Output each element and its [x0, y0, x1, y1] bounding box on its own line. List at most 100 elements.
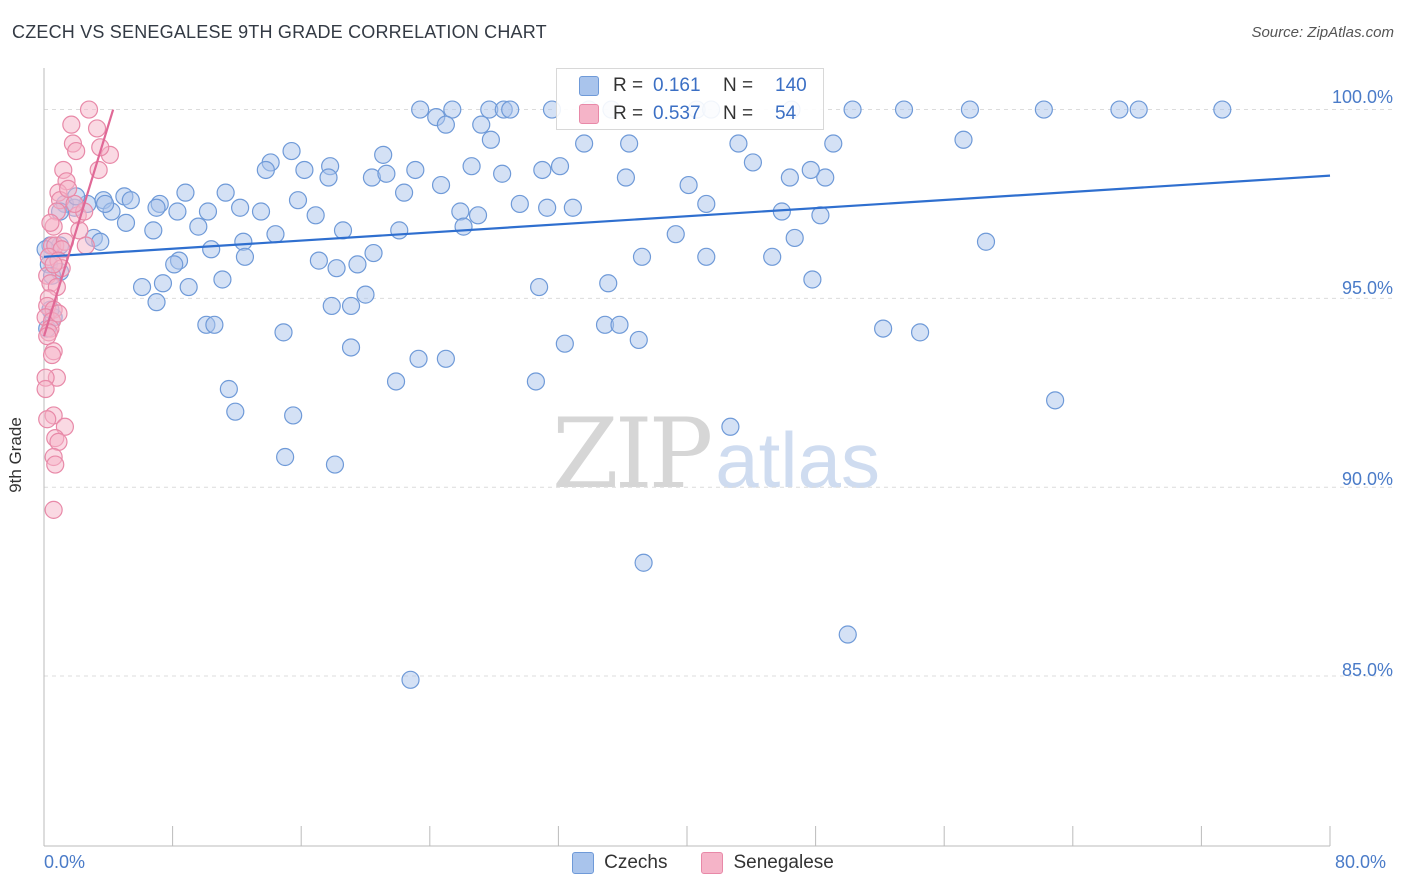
- czechs-point: [843, 100, 862, 119]
- czechs-point: [443, 100, 462, 119]
- czechs-point: [274, 323, 293, 342]
- czechs-point: [729, 134, 748, 153]
- y-tick-label-95: 95.0%: [1341, 278, 1393, 298]
- czechs-point: [526, 372, 545, 391]
- czechs-point: [309, 251, 328, 270]
- senegalese-point: [42, 345, 62, 365]
- czechs-point: [341, 338, 361, 357]
- czechs-point: [176, 183, 195, 202]
- czechs-point: [386, 372, 406, 391]
- czechs-point: [563, 198, 582, 217]
- czechs-point: [462, 157, 481, 176]
- czechs-point: [319, 168, 338, 187]
- czechs-point: [538, 198, 557, 217]
- senegalese-point: [38, 327, 57, 346]
- legend-item-czechs[interactable]: Czechs: [572, 852, 667, 874]
- r-value: 0.161: [653, 75, 701, 96]
- czechs-point: [401, 670, 420, 689]
- czechs-point: [325, 455, 345, 474]
- x-tick-label-max: 80.0%: [1335, 852, 1387, 872]
- czechs-point: [451, 202, 470, 221]
- legend-item-senegalese[interactable]: Senegalese: [701, 852, 834, 874]
- czechs-point: [763, 247, 782, 266]
- czechs-point: [824, 134, 843, 153]
- n-label: N =: [723, 103, 754, 124]
- czechs-point: [205, 315, 224, 334]
- czechs-point: [216, 183, 235, 202]
- czechs-point: [780, 168, 799, 187]
- czechs-point: [436, 349, 455, 368]
- czechs-point: [620, 134, 639, 153]
- czechs-point: [838, 625, 857, 644]
- czechs-point: [501, 100, 520, 119]
- czechs-point: [954, 130, 973, 149]
- senegalese-point: [59, 179, 78, 198]
- czechs-point: [411, 100, 430, 119]
- czechs-point: [468, 206, 488, 225]
- czechs-point: [874, 319, 893, 338]
- legend-label-senegalese: Senegalese: [733, 852, 834, 873]
- senegalese-trend-line: [42, 109, 115, 337]
- czechs-point: [377, 164, 396, 183]
- senegalese-point: [41, 213, 60, 232]
- czechs-point: [282, 141, 301, 161]
- czechs-point: [295, 160, 314, 180]
- czechs-point: [436, 115, 455, 134]
- senegalese-swatch: [579, 104, 599, 124]
- czechs-point: [1129, 100, 1148, 119]
- czechs-swatch: [579, 76, 599, 96]
- czechs-point: [165, 255, 184, 274]
- n-value: 54: [775, 103, 797, 124]
- czechs-point: [697, 247, 716, 266]
- senegalese-point: [44, 500, 63, 519]
- czechs-point: [910, 323, 930, 342]
- czechs-point: [409, 349, 428, 368]
- czechs-point: [322, 296, 341, 316]
- senegalese-point: [76, 236, 95, 255]
- senegalese-point: [62, 115, 81, 134]
- czechs-point: [721, 417, 740, 436]
- senegalese-point: [44, 255, 63, 274]
- czechs-point: [213, 270, 232, 289]
- senegalese-point: [67, 141, 86, 161]
- x-tick-label-min: 0.0%: [44, 852, 86, 872]
- senegalese-point: [87, 119, 107, 138]
- senegalese-point: [91, 138, 110, 157]
- czechs-point: [679, 175, 698, 195]
- czechs-point: [231, 198, 250, 217]
- senegalese-point: [49, 432, 68, 451]
- r-value: 0.537: [653, 103, 701, 124]
- czechs-point: [894, 100, 914, 119]
- y-tick-label-100: 100.0%: [1331, 87, 1393, 107]
- y-tick-label-85: 85.0%: [1341, 660, 1393, 680]
- czechs-point: [530, 277, 549, 297]
- czechs-point: [493, 164, 512, 183]
- czechs-point: [147, 293, 166, 312]
- czechs-point: [189, 217, 208, 236]
- stats-row-czechs: R = 0.161 N = 140: [579, 72, 835, 100]
- czechs-point: [697, 194, 716, 214]
- czechs-point: [629, 330, 648, 350]
- source-credit: Source: ZipAtlas.com: [1251, 24, 1394, 41]
- czechs-point: [266, 225, 285, 244]
- senegalese-point: [46, 455, 65, 474]
- czechs-point: [147, 198, 166, 217]
- czechs-point: [666, 225, 685, 244]
- czechs-point: [555, 334, 574, 353]
- czechs-point: [306, 206, 325, 225]
- czechs-point: [202, 240, 221, 259]
- czechs-point: [1034, 100, 1053, 119]
- czechs-point: [1046, 391, 1065, 410]
- czechs-point: [226, 402, 245, 421]
- czechs-point: [811, 206, 830, 225]
- czechs-point: [333, 221, 353, 240]
- legend-label-czechs: Czechs: [604, 852, 668, 873]
- senegalese-point: [38, 410, 57, 429]
- czechs-point: [599, 274, 618, 293]
- stats-box: R = 0.161 N = 140 R = 0.537 N = 54: [556, 68, 824, 130]
- czechs-point: [960, 100, 980, 119]
- czechs-point: [1213, 100, 1232, 119]
- czechs-point: [533, 160, 552, 180]
- czechs-point: [219, 379, 238, 399]
